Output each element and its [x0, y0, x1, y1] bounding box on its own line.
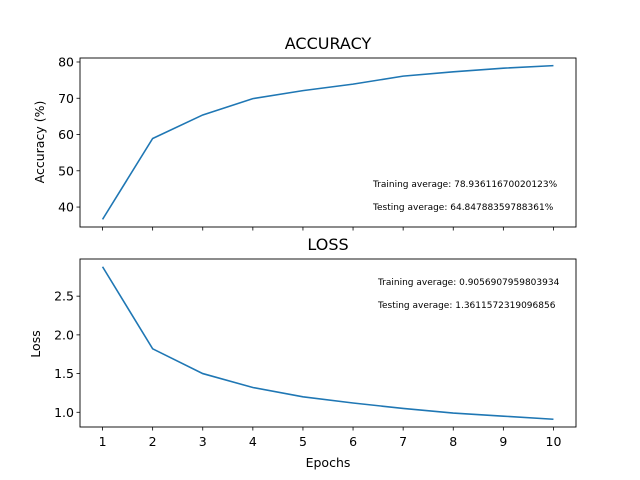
loss-axes-frame: [79, 258, 577, 428]
y-tick-label: 40: [58, 200, 74, 215]
loss-ylabel: Loss: [28, 330, 43, 357]
loss-training-average: Training average: 0.9056907959803934: [377, 278, 560, 288]
accuracy-series-line: [101, 64, 554, 220]
x-tick-label: 4: [249, 434, 257, 449]
accuracy-x-ticks: [102, 227, 554, 231]
x-tick-label: 1: [99, 434, 107, 449]
accuracy-ylabel: Accuracy (%): [32, 101, 47, 184]
x-tick-label: 3: [199, 434, 207, 449]
accuracy-title: ACCURACY: [285, 34, 372, 53]
x-tick-label: 5: [299, 434, 307, 449]
x-tick-label: 8: [449, 434, 457, 449]
x-tick-label: 10: [546, 434, 562, 449]
accuracy-testing-average: Testing average: 64.84788359788361%: [372, 203, 554, 213]
x-tick-label: 7: [399, 434, 407, 449]
y-tick-label: 80: [58, 54, 74, 69]
y-tick-label: 2.5: [54, 289, 74, 304]
x-tick-label: 9: [499, 434, 507, 449]
y-tick-label: 1.0: [54, 405, 74, 420]
loss-xlabel: Epochs: [306, 455, 351, 470]
loss-testing-average: Testing average: 1.3611572319096856: [377, 301, 556, 311]
loss-series-line: [101, 266, 554, 421]
loss-subplot: LOSS Loss 1.0 1.5 2.0 2.5 1 2 3 4 5 6 7 8 9 10 Train…: [28, 235, 577, 470]
loss-title: LOSS: [307, 235, 348, 254]
loss-y-ticks: 1.0 1.5 2.0 2.5: [54, 289, 80, 420]
x-tick-label: 2: [149, 434, 157, 449]
y-tick-label: 1.5: [54, 366, 74, 381]
accuracy-subplot: ACCURACY Accuracy (%) 40 50 60 70 80 Trainin…: [32, 34, 577, 231]
y-tick-label: 2.0: [54, 327, 74, 342]
accuracy-y-ticks: 40 50 60 70 80: [58, 54, 80, 215]
y-tick-label: 60: [58, 127, 74, 142]
loss-x-ticks: 1 2 3 4 5 6 7 8 9 10: [99, 427, 562, 449]
y-tick-label: 50: [58, 163, 74, 178]
x-tick-label: 6: [349, 434, 357, 449]
accuracy-axes-frame: [79, 57, 577, 228]
accuracy-training-average: Training average: 78.93611670020123%: [372, 180, 558, 190]
y-tick-label: 70: [58, 91, 74, 106]
